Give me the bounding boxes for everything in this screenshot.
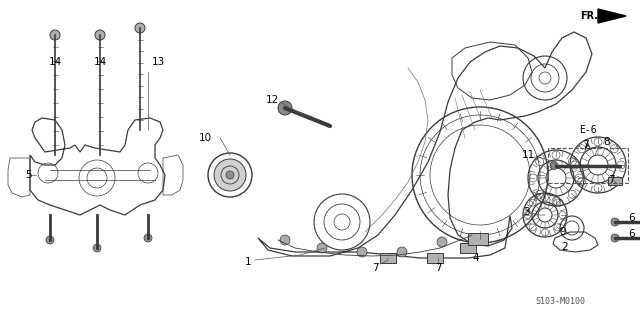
Text: 10: 10 bbox=[199, 133, 212, 143]
Text: 8: 8 bbox=[603, 137, 610, 147]
Circle shape bbox=[226, 171, 234, 179]
Circle shape bbox=[50, 30, 60, 40]
Bar bbox=[427, 253, 443, 263]
Text: 6: 6 bbox=[628, 229, 635, 239]
Text: 4: 4 bbox=[473, 253, 479, 263]
Text: 2: 2 bbox=[562, 242, 568, 252]
Circle shape bbox=[611, 234, 619, 242]
Text: 12: 12 bbox=[266, 95, 278, 105]
Circle shape bbox=[280, 235, 290, 245]
Text: 3: 3 bbox=[524, 207, 530, 217]
Circle shape bbox=[144, 234, 152, 242]
Text: 1: 1 bbox=[244, 257, 252, 267]
Text: 7: 7 bbox=[608, 175, 614, 185]
Circle shape bbox=[135, 23, 145, 33]
Circle shape bbox=[214, 159, 246, 191]
Bar bbox=[380, 253, 396, 263]
Text: S103-M0100: S103-M0100 bbox=[535, 298, 585, 307]
Circle shape bbox=[93, 244, 101, 252]
Text: 6: 6 bbox=[628, 213, 635, 223]
Bar bbox=[608, 177, 622, 185]
Text: 7: 7 bbox=[372, 263, 378, 273]
Text: 14: 14 bbox=[49, 57, 61, 67]
Text: 7: 7 bbox=[435, 263, 442, 273]
Bar bbox=[468, 233, 488, 245]
Circle shape bbox=[46, 236, 54, 244]
Text: E-6: E-6 bbox=[579, 125, 597, 135]
Circle shape bbox=[317, 243, 327, 253]
Bar bbox=[460, 243, 476, 253]
Circle shape bbox=[611, 218, 619, 226]
Text: 11: 11 bbox=[522, 150, 535, 160]
Text: 14: 14 bbox=[93, 57, 107, 67]
Text: 13: 13 bbox=[152, 57, 165, 67]
Text: 7: 7 bbox=[582, 140, 589, 150]
Text: 5: 5 bbox=[25, 170, 31, 180]
Circle shape bbox=[95, 30, 105, 40]
Circle shape bbox=[357, 247, 367, 257]
Polygon shape bbox=[598, 9, 626, 23]
Text: 9: 9 bbox=[560, 227, 566, 237]
Circle shape bbox=[278, 101, 292, 115]
Text: FR.: FR. bbox=[580, 11, 598, 21]
Circle shape bbox=[437, 237, 447, 247]
Circle shape bbox=[397, 247, 407, 257]
Circle shape bbox=[550, 161, 558, 169]
